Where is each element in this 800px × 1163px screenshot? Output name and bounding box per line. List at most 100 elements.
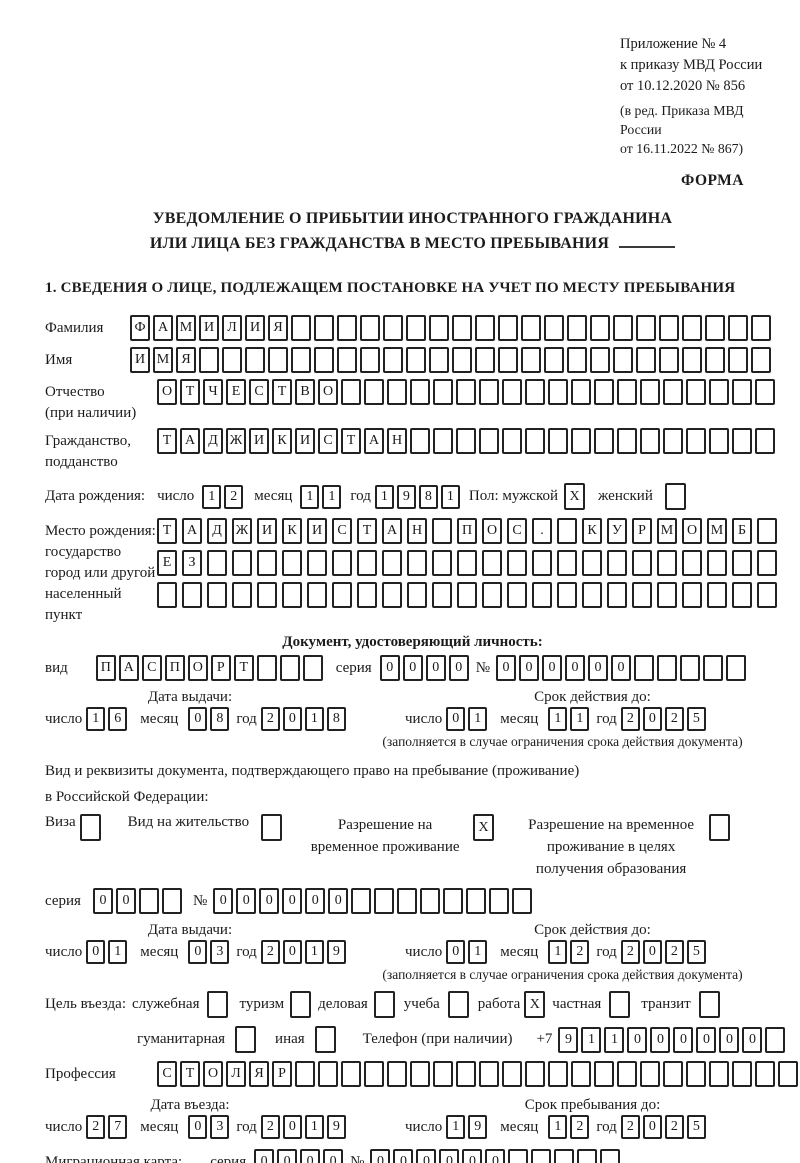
char-box[interactable] <box>397 888 418 914</box>
char-box[interactable]: 0 <box>188 707 208 731</box>
char-box[interactable]: 0 <box>446 940 466 964</box>
char-box[interactable] <box>732 550 752 576</box>
char-box[interactable] <box>632 582 652 608</box>
char-box[interactable]: 0 <box>188 940 208 964</box>
char-box[interactable] <box>686 379 706 405</box>
char-box[interactable]: 0 <box>742 1026 763 1053</box>
char-box[interactable]: 1 <box>604 1026 625 1053</box>
char-box[interactable]: 0 <box>696 1026 717 1053</box>
char-box[interactable] <box>728 347 748 373</box>
char-box[interactable] <box>432 550 452 576</box>
char-box[interactable]: К <box>272 428 292 454</box>
char-box[interactable]: 1 <box>322 484 342 509</box>
char-box[interactable] <box>433 1061 453 1087</box>
char-box[interactable] <box>222 347 242 373</box>
purpose-business-checkbox[interactable] <box>373 991 395 1018</box>
char-box[interactable] <box>548 1061 568 1087</box>
char-box[interactable]: О <box>203 1061 223 1087</box>
char-box[interactable] <box>452 315 472 341</box>
char-box[interactable]: 1 <box>548 707 568 731</box>
char-box[interactable]: Н <box>407 518 427 544</box>
char-box[interactable] <box>475 347 495 373</box>
char-box[interactable] <box>557 582 577 608</box>
char-box[interactable] <box>548 428 568 454</box>
char-box[interactable] <box>705 347 725 373</box>
char-box[interactable] <box>232 582 252 608</box>
char-box[interactable] <box>341 1061 361 1087</box>
char-box[interactable] <box>282 582 302 608</box>
char-box[interactable]: Т <box>180 379 200 405</box>
char-box[interactable] <box>456 428 476 454</box>
char-box[interactable]: 2 <box>260 707 280 731</box>
char-box[interactable] <box>703 655 723 681</box>
char-box[interactable] <box>732 379 752 405</box>
char-box[interactable] <box>521 347 541 373</box>
temp-residence-education-checkbox[interactable] <box>709 814 731 841</box>
char-box[interactable] <box>726 655 746 681</box>
char-box[interactable]: П <box>95 655 116 681</box>
char-box[interactable]: 1 <box>86 707 106 731</box>
char-box[interactable] <box>475 315 495 341</box>
char-box[interactable]: 9 <box>396 484 416 509</box>
char-box[interactable]: 1 <box>304 940 324 964</box>
char-box[interactable] <box>364 379 384 405</box>
char-box[interactable] <box>590 315 610 341</box>
char-box[interactable] <box>607 550 627 576</box>
male-checkbox[interactable]: X <box>564 483 586 510</box>
char-box[interactable] <box>728 315 748 341</box>
char-box[interactable] <box>364 1061 384 1087</box>
char-box[interactable] <box>686 1061 706 1087</box>
char-box[interactable]: 2 <box>620 1115 640 1139</box>
char-box[interactable]: М <box>153 347 173 373</box>
char-box[interactable] <box>577 1149 598 1163</box>
char-box[interactable] <box>607 582 627 608</box>
char-box[interactable] <box>507 550 527 576</box>
char-box[interactable]: 0 <box>402 655 423 681</box>
char-box[interactable] <box>686 428 706 454</box>
char-box[interactable] <box>709 379 729 405</box>
char-box[interactable] <box>557 518 577 544</box>
char-box[interactable]: И <box>130 347 150 373</box>
char-box[interactable] <box>457 550 477 576</box>
char-box[interactable] <box>502 428 522 454</box>
char-box[interactable] <box>407 582 427 608</box>
char-box[interactable]: 0 <box>416 1149 437 1163</box>
char-box[interactable] <box>406 347 426 373</box>
char-box[interactable]: П <box>457 518 477 544</box>
char-box[interactable]: 0 <box>277 1149 298 1163</box>
char-box[interactable]: Б <box>732 518 752 544</box>
char-box[interactable] <box>682 347 702 373</box>
char-box[interactable]: 0 <box>673 1026 694 1053</box>
char-box[interactable] <box>479 1061 499 1087</box>
char-box[interactable] <box>407 550 427 576</box>
female-checkbox[interactable] <box>664 483 686 510</box>
char-box[interactable] <box>571 428 591 454</box>
char-box[interactable] <box>432 582 452 608</box>
char-box[interactable]: 0 <box>213 888 234 914</box>
char-box[interactable]: 0 <box>254 1149 275 1163</box>
char-box[interactable]: 0 <box>328 888 349 914</box>
char-box[interactable] <box>498 347 518 373</box>
char-box[interactable]: 5 <box>686 940 706 964</box>
char-box[interactable]: 1 <box>468 707 488 731</box>
char-box[interactable]: 2 <box>570 1115 590 1139</box>
char-box[interactable] <box>590 347 610 373</box>
char-box[interactable] <box>512 888 533 914</box>
char-box[interactable] <box>525 379 545 405</box>
char-box[interactable] <box>582 582 602 608</box>
char-box[interactable] <box>567 315 587 341</box>
char-box[interactable]: 0 <box>300 1149 321 1163</box>
char-box[interactable] <box>382 550 402 576</box>
char-box[interactable] <box>532 582 552 608</box>
